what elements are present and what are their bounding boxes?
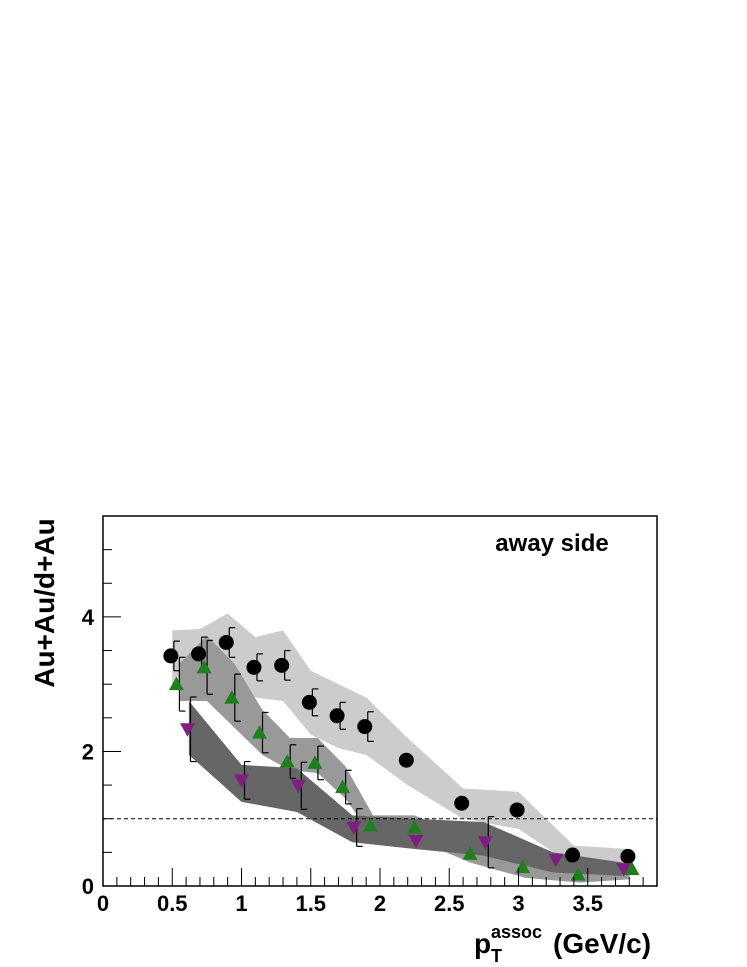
- series-3-point-4: [346, 821, 362, 835]
- series-1-point-13: [620, 848, 636, 864]
- series-2-point-13: [624, 861, 640, 876]
- series-1-point-7: [329, 708, 345, 724]
- series-2-point-2: [196, 659, 212, 674]
- series-2-point-7: [335, 779, 351, 794]
- series-2-point-4: [252, 725, 268, 739]
- x-axis-title: p T assoc (GeV/c): [474, 922, 651, 966]
- series-2-point-3: [224, 690, 240, 704]
- y-axis-title: Au+Au/d+Au: [29, 518, 60, 688]
- series-3-point-3: [290, 779, 306, 794]
- series-3-point-7: [548, 853, 564, 868]
- x-tick-label: 2.5: [434, 891, 465, 916]
- x-axis-title-superscript: assoc: [491, 922, 542, 942]
- series-2-point-8: [362, 817, 378, 832]
- tick-labels: 0 0.5 1 1.5 2 2.5 3 3.5 0 2 4: [82, 605, 603, 916]
- data-markers: [163, 634, 640, 881]
- x-tick-label: 2: [374, 891, 386, 916]
- series-2-point-9: [407, 819, 423, 834]
- series-2-point-10: [462, 846, 478, 860]
- series-2-point-5: [279, 754, 295, 768]
- x-axis-title-unit: (GeV/c): [553, 928, 651, 959]
- series-1-point-1: [163, 648, 179, 664]
- series-3-point-5: [408, 834, 424, 849]
- series-3-point-2: [234, 774, 249, 788]
- series-1-point-11: [509, 802, 525, 818]
- x-tick-label: 0: [97, 891, 109, 916]
- series-3-point-6: [477, 836, 493, 850]
- series-2-point-1: [168, 676, 184, 691]
- series-1-point-4: [246, 659, 262, 675]
- x-axis-title-subscript: T: [491, 946, 502, 966]
- x-tick-label: 0.5: [157, 891, 188, 916]
- series-1-point-9: [398, 752, 414, 768]
- series-1-point-2: [191, 646, 207, 662]
- error-bars: [173, 627, 495, 869]
- series-2-point-6: [307, 755, 323, 769]
- uncertainty-bands: [172, 613, 630, 883]
- series-3-point-8: [616, 863, 632, 877]
- uncertainty-band-1: [172, 613, 630, 866]
- x-tick-label: 1.5: [295, 891, 326, 916]
- series-1-point-8: [357, 719, 373, 735]
- series-1-point-3: [218, 634, 234, 650]
- y-tick-label: 2: [82, 739, 94, 764]
- x-tick-label: 3: [512, 891, 524, 916]
- x-tick-label: 1: [235, 891, 247, 916]
- series-1-point-5: [274, 657, 290, 673]
- x-axis-title-main: p: [474, 928, 491, 959]
- series-1-point-6: [301, 694, 317, 710]
- series-1-point-10: [454, 795, 470, 811]
- x-tick-label: 3.5: [572, 891, 603, 916]
- series-3-point-1: [179, 723, 195, 737]
- series-1-point-12: [565, 847, 581, 863]
- annotation-away-side: away side: [495, 530, 608, 557]
- y-tick-label: 4: [82, 605, 95, 630]
- axis-ticks: [102, 515, 658, 887]
- y-tick-label: 0: [82, 874, 94, 899]
